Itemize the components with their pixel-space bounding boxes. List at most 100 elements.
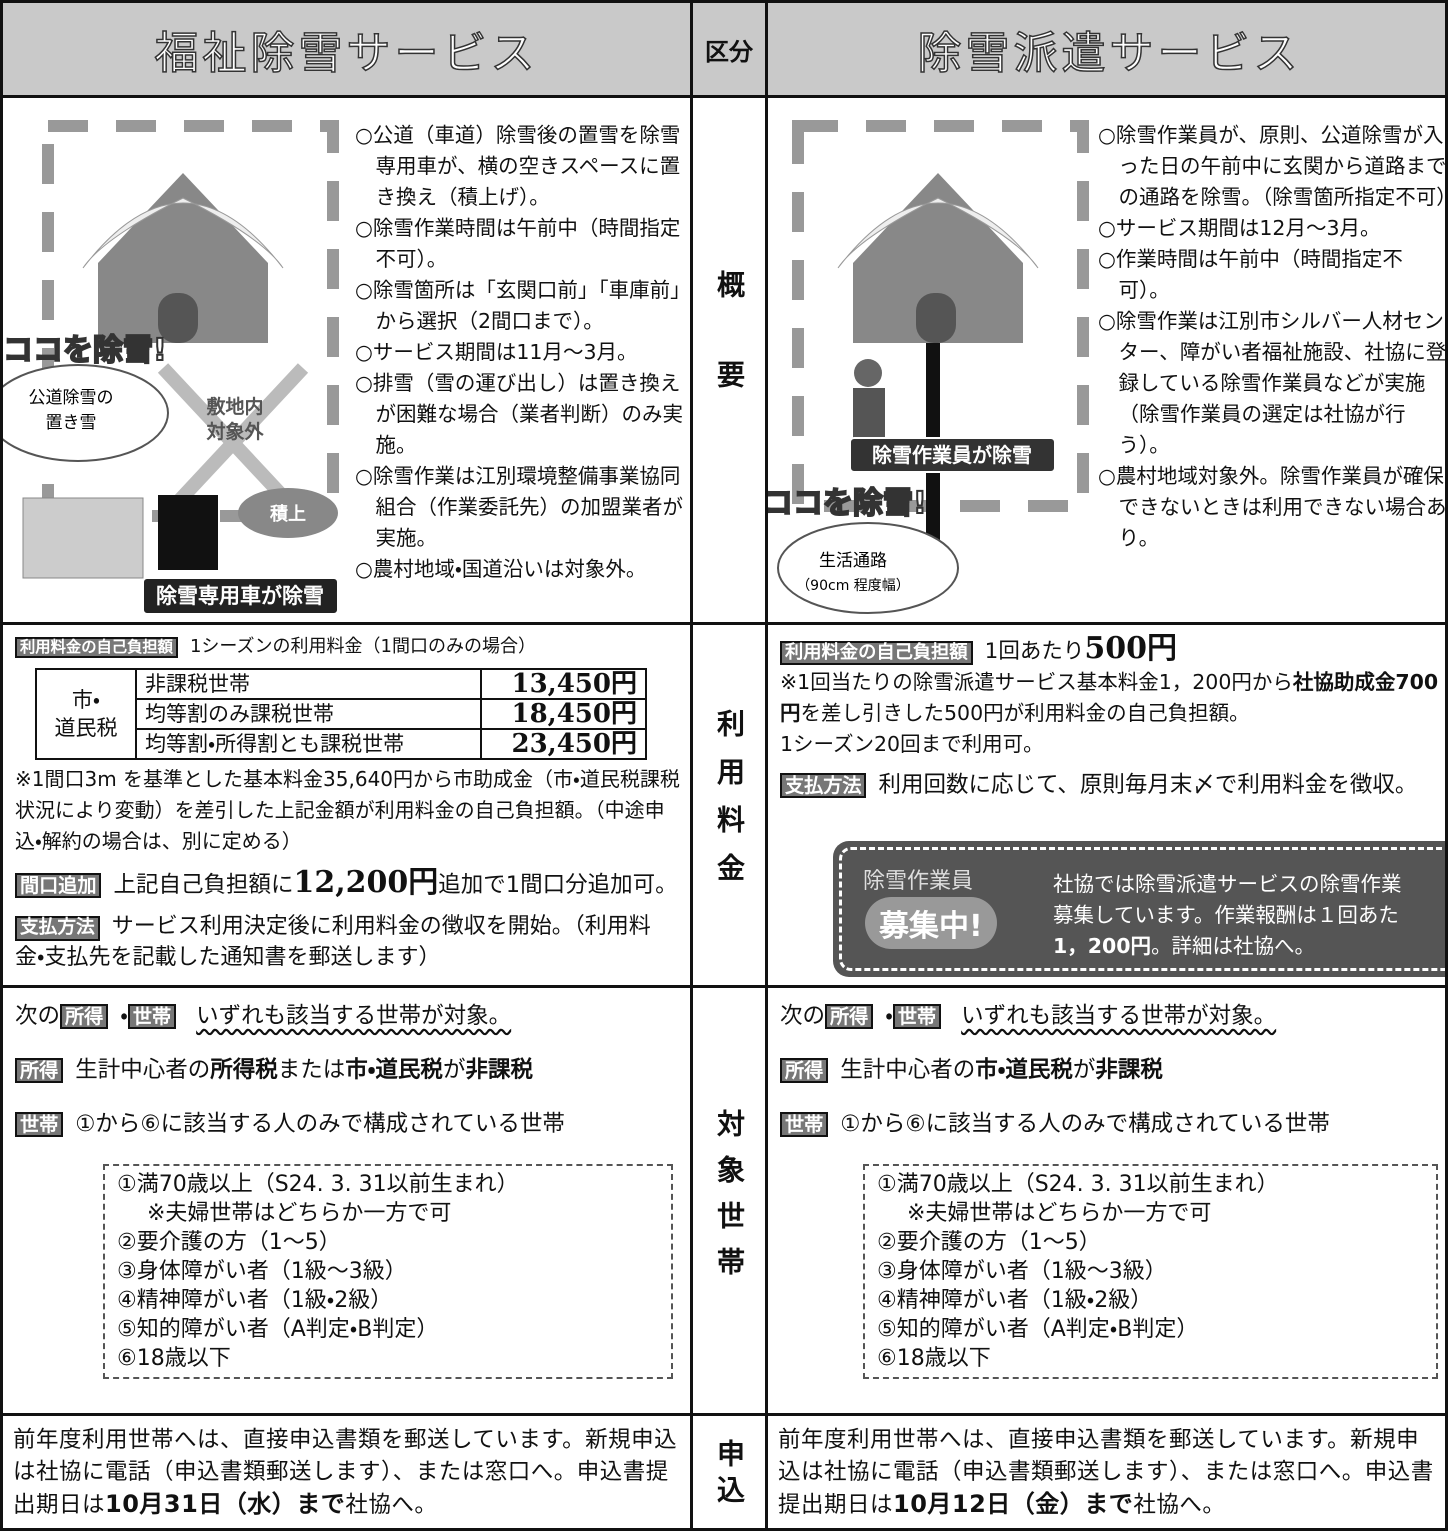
list-item: ②要介護の方（1～5） <box>877 1230 1101 1255</box>
text: 上記自己負担額に <box>113 872 294 898</box>
bold: 500円 <box>1084 631 1177 666</box>
bold: 12,200円 <box>293 865 439 900</box>
badge: 支払方法 <box>15 916 100 941</box>
list-item: ○作業時間は午前中（時間指定不可）。 <box>1098 247 1403 302</box>
bold: 10月31日（水）まで <box>105 1490 346 1518</box>
header-welfare: 福祉除雪サービス <box>3 3 693 98</box>
door <box>916 293 956 343</box>
fee-class: 非課税世帯 <box>135 668 482 700</box>
list-item: ⑤知的障がい者（A判定・B判定） <box>117 1317 439 1342</box>
fee-amount: 18,450円 <box>480 698 647 730</box>
list-item: ④精神障がい者（1級・2級） <box>117 1288 393 1313</box>
label-target: 対象世帯 <box>693 988 768 1416</box>
house <box>98 173 268 343</box>
welfare-illustration: 敷地内 対象外 ココを除雪! 公道除雪の 置き雪 積上 除雪専用車が除雪 <box>3 120 339 615</box>
area-label: 敷地内 <box>206 395 263 418</box>
text: 次の <box>15 1003 61 1029</box>
row-label: 申込 <box>713 1439 746 1511</box>
fee-table: 市・道民税 非課税世帯 13,450円 均等割のみ課税世帯 18,450円 均等割・… <box>35 668 647 760</box>
list-item: ○除雪作業は江別市シルバー人材センター、障がい者福祉施設、社協に登録している除雪… <box>1098 309 1447 457</box>
list-item: ③身体障がい者（1級～3級） <box>877 1259 1167 1284</box>
target-household: 世帯 ①から⑥に該当する人のみで構成されている世帯 <box>780 1108 1441 1140</box>
list-item: ②要介護の方（1～5） <box>117 1230 341 1255</box>
list-item: ○除雪作業員が、原則、公道除雪が入った日の午前中に玄関から道路までの通路を除雪。… <box>1098 123 1448 209</box>
vehicle <box>22 497 144 579</box>
recruit-line: 募集しています。作業報酬は１回あた <box>1053 900 1402 931</box>
target-box: 次の 所得・世帯 いずれも該当する世帯が対象。 所得 生計中心者の所得税または市・道民… <box>15 1000 680 1150</box>
bold: 市・道民税 <box>345 1057 443 1083</box>
callout <box>777 522 959 614</box>
text: 利用回数に応じて、原則毎月末〆で利用料金を徴収。 <box>878 772 1418 798</box>
fee-class: 均等割・所得割とも課税世帯 <box>135 728 482 760</box>
underline: いずれも該当する世帯が対象。 <box>196 1003 512 1029</box>
text: 追加で1間口分追加可。 <box>438 872 678 898</box>
dispatch-target: 次の 所得・世帯 いずれも該当する世帯が対象。 所得 生計中心者の市・道民税が非課税 … <box>768 988 1445 1416</box>
fee-header: 利用料金の自己負担額 1シーズンの利用料金（1間口のみの場合） <box>15 631 680 662</box>
welfare-target: 次の 所得・世帯 いずれも該当する世帯が対象。 所得 生計中心者の所得税または市・道民… <box>3 988 693 1416</box>
text: ①から⑥に該当する人のみで構成されている世帯 <box>840 1111 1330 1137</box>
fee-note: ※1間口3m を基準とした基本料金35,640円から市助成金（市・道民税課税状況… <box>15 764 680 857</box>
text: 前年度利用世帯へは、直接申込書類を郵送しています。新規申込は社協に電話（申込書類… <box>778 1427 1434 1518</box>
label-overview: 概要 <box>693 98 768 625</box>
fee-payment: 支払方法 利用回数に応じて、原則毎月末〆で利用料金を徴収。 <box>780 770 1441 801</box>
bold: 所得税 <box>210 1057 278 1083</box>
pile-cloud <box>238 488 338 538</box>
tax-group-label: 市・ <box>71 688 101 712</box>
bold: 非課税 <box>1095 1057 1163 1083</box>
text: または <box>277 1057 346 1083</box>
badge: 世帯 <box>780 1112 829 1138</box>
list-item: ○サービス期間は12月～3月。 <box>1098 216 1381 240</box>
condition-list: ①満70歳以上（S24. 3. 31以前生まれ） ※夫婦世帯はどちらか一方で可 ②要… <box>103 1164 673 1379</box>
recruit-badge: 募集中! <box>865 897 997 949</box>
text: ※1間口3m を基準とした基本料金35,640円から市助成金（市・道民税課税状況… <box>15 767 680 853</box>
fee-amount: 13,450円 <box>480 668 647 700</box>
text: ①から⑥に該当する人のみで構成されている世帯 <box>75 1111 565 1137</box>
target-intro: 次の 所得・世帯 いずれも該当する世帯が対象。 <box>15 1000 680 1032</box>
badge: 世帯 <box>892 1004 942 1030</box>
fee-row: 均等割のみ課税世帯 18,450円 <box>36 698 647 730</box>
callout-label: 生活通路 <box>819 551 887 571</box>
callout-label: 置き雪 <box>46 413 97 433</box>
badge: 利用料金の自己負担額 <box>15 637 178 658</box>
bold: 1，200円 <box>1053 934 1152 958</box>
dispatch-apply: 前年度利用世帯へは、直接申込書類を郵送しています。新規申込は社協に電話（申込書類… <box>768 1416 1445 1528</box>
fee-header: 利用料金の自己負担額 1回あたり500円 <box>780 633 1441 667</box>
header-dispatch: 除雪派遣サービス <box>768 3 1445 98</box>
pile-area <box>158 495 218 570</box>
fee-box: 利用料金の自己負担額 1回あたり500円 ※1回当たりの除雪派遣サービス基本料金1… <box>780 633 1441 811</box>
header-category: 区分 <box>693 3 768 98</box>
text: ・ <box>885 1003 893 1029</box>
text: サービス利用決定後に利用料金の徴収を開始。（利用料金・支払先を記載した通知書を郵… <box>15 914 651 970</box>
welfare-overview: 敷地内 対象外 ココを除雪! 公道除雪の 置き雪 積上 除雪専用車が除雪 ○公道… <box>3 98 693 625</box>
text: 社協へ。 <box>345 1492 438 1518</box>
text: 社協では除雪派遣サービスの除雪作業 <box>1053 872 1402 896</box>
welfare-fee: 利用料金の自己負担額 1シーズンの利用料金（1間口のみの場合） 市・道民税 非課税… <box>3 625 693 988</box>
list-item: ⑥18歳以下 <box>877 1346 991 1371</box>
text: ・ <box>120 1003 128 1029</box>
area-label: 対象外 <box>205 420 264 443</box>
target-income: 所得 生計中心者の市・道民税が非課税 <box>780 1054 1441 1086</box>
fee-row: 市・道民税 非課税世帯 13,450円 <box>35 668 647 760</box>
vehicle-label-box <box>142 577 339 615</box>
dispatch-overview: 除雪作業員が除雪 ココを除雪! 生活通路 （90cm 程度幅） ○除雪作業員が、… <box>768 98 1448 625</box>
underline: いずれも該当する世帯が対象。 <box>961 1003 1277 1029</box>
dispatch-illustration: 除雪作業員が除雪 ココを除雪! 生活通路 （90cm 程度幅） <box>768 120 1089 614</box>
recruit-text: 社協では除雪派遣サービスの除雪作業 募集しています。作業報酬は１回あた 1，20… <box>1053 869 1402 962</box>
target-box: 次の 所得・世帯 いずれも該当する世帯が対象。 所得 生計中心者の市・道民税が非課税 … <box>780 1000 1441 1150</box>
list-item: ※夫婦世帯はどちらか一方で可 <box>907 1201 1212 1226</box>
text: 生計中心者の <box>75 1057 211 1083</box>
target-household: 世帯 ①から⑥に該当する人のみで構成されている世帯 <box>15 1108 680 1140</box>
bold: 市・道民税 <box>975 1057 1073 1083</box>
callout-label: 公道除雪の <box>29 388 114 408</box>
door <box>158 293 198 343</box>
list-item: ①満70歳以上（S24. 3. 31以前生まれ） <box>117 1172 519 1197</box>
badge: 所得 <box>15 1058 64 1084</box>
list-item: ○除雪箇所は「玄関口前」「車庫前」から選択（2間口まで）。 <box>355 278 681 333</box>
callout <box>3 364 169 462</box>
tax-group-label: 道民税 <box>54 716 118 740</box>
list-item: ⑤知的障がい者（A判定・B判定） <box>877 1317 1199 1342</box>
badge: 利用料金の自己負担額 <box>780 641 973 666</box>
list-item: ⑥18歳以下 <box>117 1346 231 1371</box>
